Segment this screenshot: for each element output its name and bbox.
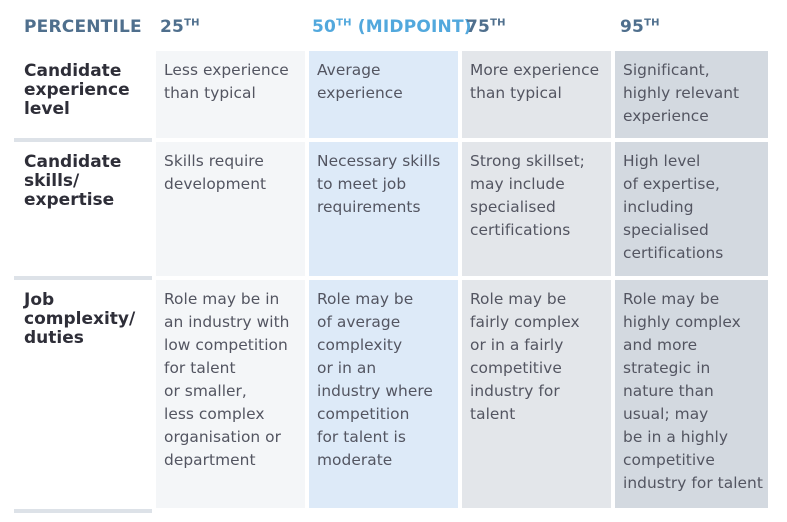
cell-line: highly complex [623,313,741,331]
column-header-number: 50 [312,17,337,37]
row-label-experience-level: Candidate experience level [24,62,149,119]
cell-line: Significant, [623,61,710,79]
cell-line: strategic in [623,359,711,377]
cell-line: moderate [317,451,393,469]
cell-line: competitive [470,359,562,377]
column-header-suffix: (MIDPOINT) [351,17,472,37]
row-label-line: skills/ [24,171,80,191]
column-header-ordinal: TH [184,17,200,29]
percentile-header: PERCENTILE [24,17,142,37]
column-header-95th: 95TH [620,15,660,39]
row-label-line: Job [24,290,55,310]
cell-line: usual; may [623,405,709,423]
cell-line: experience [317,84,403,102]
column-header-50th-midpoint: 50TH (MIDPOINT) [312,15,472,39]
cell-line: of average [317,313,401,331]
cell-line: Role may be [470,290,567,308]
row-label-line: duties [24,328,84,348]
row-label-line: level [24,99,70,119]
cell-line: experience [623,107,709,125]
column-header-number: 95 [620,17,645,37]
cell-line: and more [623,336,698,354]
cell-experience-75th: More experience than typical [462,51,611,138]
cell-skills-50th: Necessary skills to meet job requirement… [309,142,458,276]
cell-experience-25th: Less experience than typical [156,51,305,138]
row-label-line: Candidate [24,61,122,81]
column-header-ordinal: TH [490,17,506,29]
cell-line: More experience [470,61,600,79]
cell-line: less complex [164,405,265,423]
column-header-ordinal: TH [644,17,660,29]
row-label-skills-expertise: Candidate skills/ expertise [24,153,149,210]
cell-line: Role may be in [164,290,280,308]
cell-line: low competition [164,336,288,354]
column-header-number: 75 [466,17,491,37]
cell-skills-95th: High level of expertise, including speci… [615,142,768,276]
cell-line: talent [470,405,516,423]
cell-line: fairly complex [470,313,580,331]
cell-line: or smaller, [164,382,247,400]
cell-complexity-95th: Role may be highly complex and more stra… [615,280,768,508]
cell-line: specialised [470,198,556,216]
cell-line: certifications [623,244,724,262]
cell-line: Less experience [164,61,289,79]
cell-line: industry where [317,382,433,400]
cell-line: industry for talent [623,474,763,492]
cell-line: requirements [317,198,421,216]
row-label-line: complexity/ [24,309,136,329]
cell-experience-95th: Significant, highly relevant experience [615,51,768,138]
cell-line: Role may be [317,290,414,308]
column-header-75th: 75TH [466,15,506,39]
cell-line: than typical [164,84,256,102]
cell-skills-75th: Strong skillset; may include specialised… [462,142,611,276]
column-header-ordinal: TH [336,17,352,29]
cell-line: including [623,198,694,216]
cell-skills-25th: Skills require development [156,142,305,276]
row-divider [14,276,152,280]
cell-line: than typical [470,84,562,102]
cell-line: nature than [623,382,714,400]
cell-line: highly relevant [623,84,740,102]
cell-line: Necessary skills [317,152,441,170]
cell-complexity-75th: Role may be fairly complex or in a fairl… [462,280,611,508]
cell-line: specialised [623,221,709,239]
cell-line: Skills require [164,152,264,170]
cell-line: competitive [623,451,715,469]
column-header-number: 25 [160,17,185,37]
cell-line: Average [317,61,381,79]
cell-complexity-50th: Role may be of average complexity or in … [309,280,458,508]
cell-line: for talent [164,359,236,377]
cell-line: of expertise, [623,175,720,193]
cell-line: Strong skillset; [470,152,585,170]
cell-line: to meet job [317,175,407,193]
row-label-line: expertise [24,190,115,210]
cell-line: Role may be [623,290,720,308]
cell-line: or in an [317,359,377,377]
row-divider [14,138,152,142]
cell-line: complexity [317,336,403,354]
cell-line: development [164,175,267,193]
cell-line: department [164,451,256,469]
cell-line: or in a fairly [470,336,564,354]
cell-line: for talent is [317,428,406,446]
row-label-line: Candidate [24,152,122,172]
row-divider [14,509,152,513]
cell-line: industry for [470,382,560,400]
row-label-line: experience [24,80,130,100]
cell-line: organisation or [164,428,282,446]
row-label-job-complexity: Job complexity/ duties [24,291,149,348]
cell-line: may include [470,175,565,193]
cell-line: be in a highly [623,428,729,446]
cell-experience-50th: Average experience [309,51,458,138]
cell-line: an industry with [164,313,290,331]
cell-line: certifications [470,221,571,239]
cell-line: High level [623,152,701,170]
cell-complexity-25th: Role may be in an industry with low comp… [156,280,305,508]
cell-line: competition [317,405,410,423]
column-header-25th: 25TH [160,15,200,39]
